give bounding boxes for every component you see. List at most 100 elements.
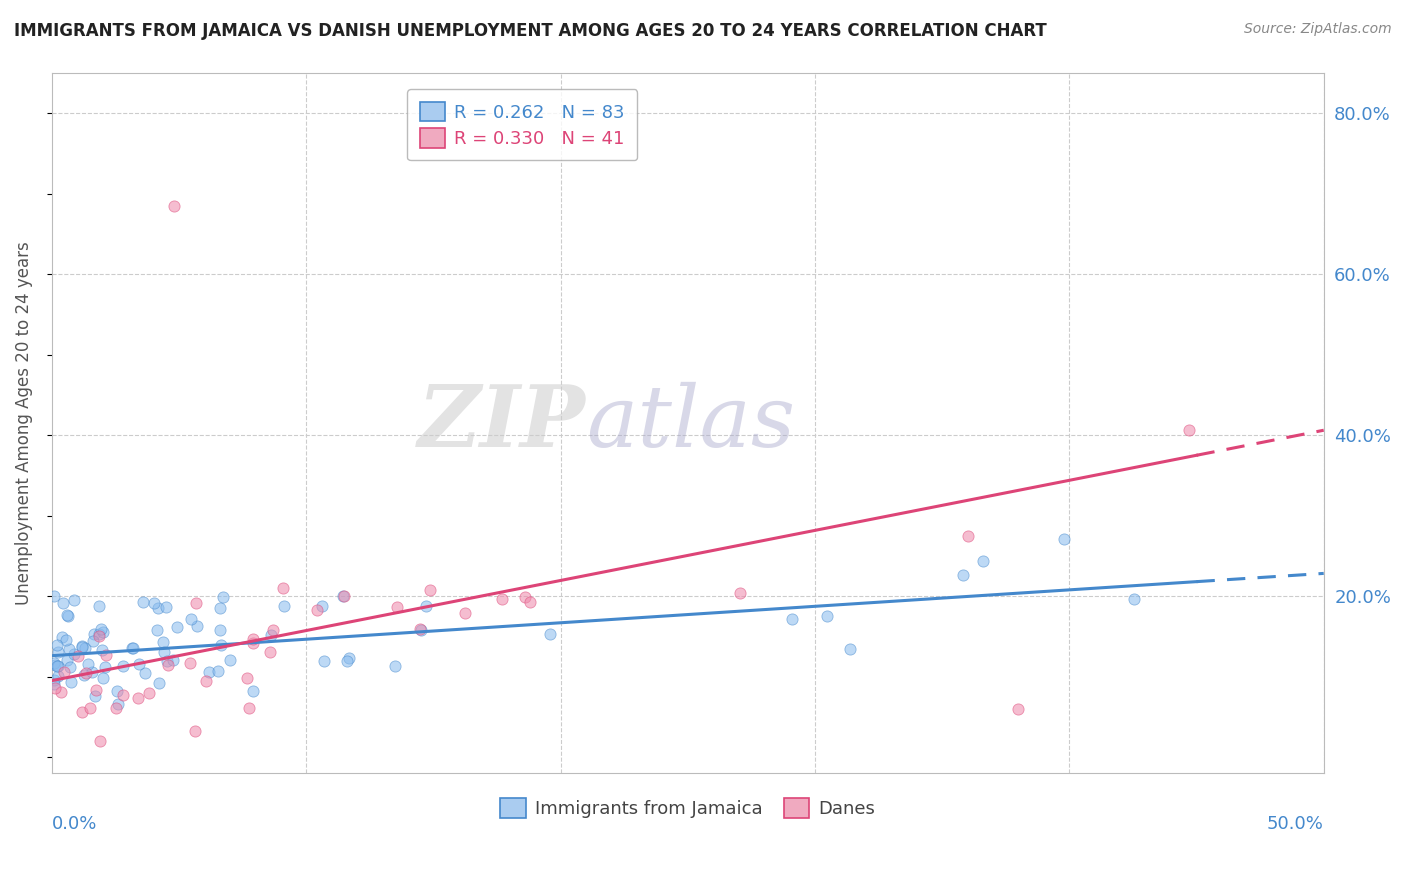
Text: IMMIGRANTS FROM JAMAICA VS DANISH UNEMPLOYMENT AMONG AGES 20 TO 24 YEARS CORRELA: IMMIGRANTS FROM JAMAICA VS DANISH UNEMPL… [14, 22, 1047, 40]
Point [58, 641, 80, 656]
Point [51, 630, 73, 644]
Point [83, 627, 105, 641]
Point [209, 638, 232, 652]
Point [207, 665, 229, 679]
Point [87, 626, 110, 640]
Point [184, 723, 207, 738]
Point [44, 681, 66, 695]
Point [79, 700, 101, 714]
Point [44, 677, 66, 691]
Point [336, 654, 359, 668]
Point [208, 601, 231, 615]
Point [111, 659, 134, 673]
Point [49, 685, 72, 699]
Point [70, 705, 93, 719]
Point [815, 609, 838, 624]
Point [80, 665, 103, 680]
Point [121, 640, 143, 655]
Point [89, 734, 111, 748]
Point [156, 654, 179, 668]
Point [84, 690, 107, 704]
Point [91, 643, 114, 657]
Point [152, 645, 174, 659]
Point [76, 657, 98, 671]
Point [44, 658, 66, 673]
Point [218, 653, 240, 667]
Point [208, 623, 231, 637]
Point [46, 669, 69, 683]
Point [87, 629, 110, 643]
Text: ZIP: ZIP [418, 382, 586, 465]
Point [180, 612, 202, 626]
Point [75, 665, 97, 680]
Point [59, 660, 82, 674]
Point [91, 625, 114, 640]
Point [55, 632, 77, 647]
Point [454, 606, 477, 620]
Point [152, 634, 174, 648]
Point [1053, 532, 1076, 546]
Point [70, 640, 93, 654]
Point [198, 665, 221, 680]
Point [56, 608, 79, 623]
Point [143, 596, 166, 610]
Point [780, 612, 803, 626]
Point [519, 595, 541, 609]
Point [94, 660, 117, 674]
Point [44, 657, 66, 671]
Point [179, 656, 201, 670]
Point [82, 633, 104, 648]
Point [311, 599, 333, 613]
Point [75, 640, 97, 655]
Point [60, 674, 83, 689]
Point [513, 590, 536, 604]
Y-axis label: Unemployment Among Ages 20 to 24 years: Unemployment Among Ages 20 to 24 years [15, 241, 32, 605]
Point [337, 651, 360, 665]
Point [1123, 591, 1146, 606]
Point [332, 589, 354, 603]
Point [419, 583, 441, 598]
Point [56, 653, 79, 667]
Point [94, 648, 117, 662]
Point [186, 596, 208, 610]
Point [409, 622, 432, 636]
Point [415, 599, 437, 614]
Text: 50.0%: 50.0% [1267, 815, 1323, 833]
Point [84, 682, 107, 697]
Legend: Immigrants from Jamaica, Danes: Immigrants from Jamaica, Danes [491, 789, 884, 827]
Point [156, 658, 179, 673]
Point [67, 649, 90, 664]
Point [260, 628, 283, 642]
Point [73, 668, 96, 682]
Text: Source: ZipAtlas.com: Source: ZipAtlas.com [1244, 22, 1392, 37]
Point [90, 622, 112, 636]
Point [46, 658, 69, 673]
Text: 0.0%: 0.0% [52, 815, 97, 833]
Point [127, 691, 149, 706]
Point [409, 624, 432, 638]
Point [105, 684, 128, 698]
Point [312, 654, 335, 668]
Point [62, 647, 84, 661]
Point [63, 593, 86, 607]
Point [52, 596, 75, 610]
Point [242, 684, 264, 698]
Point [1007, 702, 1029, 716]
Point [162, 653, 184, 667]
Point [145, 623, 167, 637]
Point [44, 589, 66, 603]
Point [128, 657, 150, 672]
Point [972, 554, 994, 568]
Point [112, 688, 135, 702]
Point [212, 590, 235, 604]
Point [273, 599, 295, 614]
Point [70, 640, 93, 654]
Point [1177, 423, 1199, 437]
Point [194, 674, 217, 689]
Point [839, 641, 862, 656]
Point [235, 671, 257, 685]
Point [107, 698, 129, 712]
Point [186, 619, 208, 633]
Point [155, 599, 177, 614]
Point [138, 686, 160, 700]
